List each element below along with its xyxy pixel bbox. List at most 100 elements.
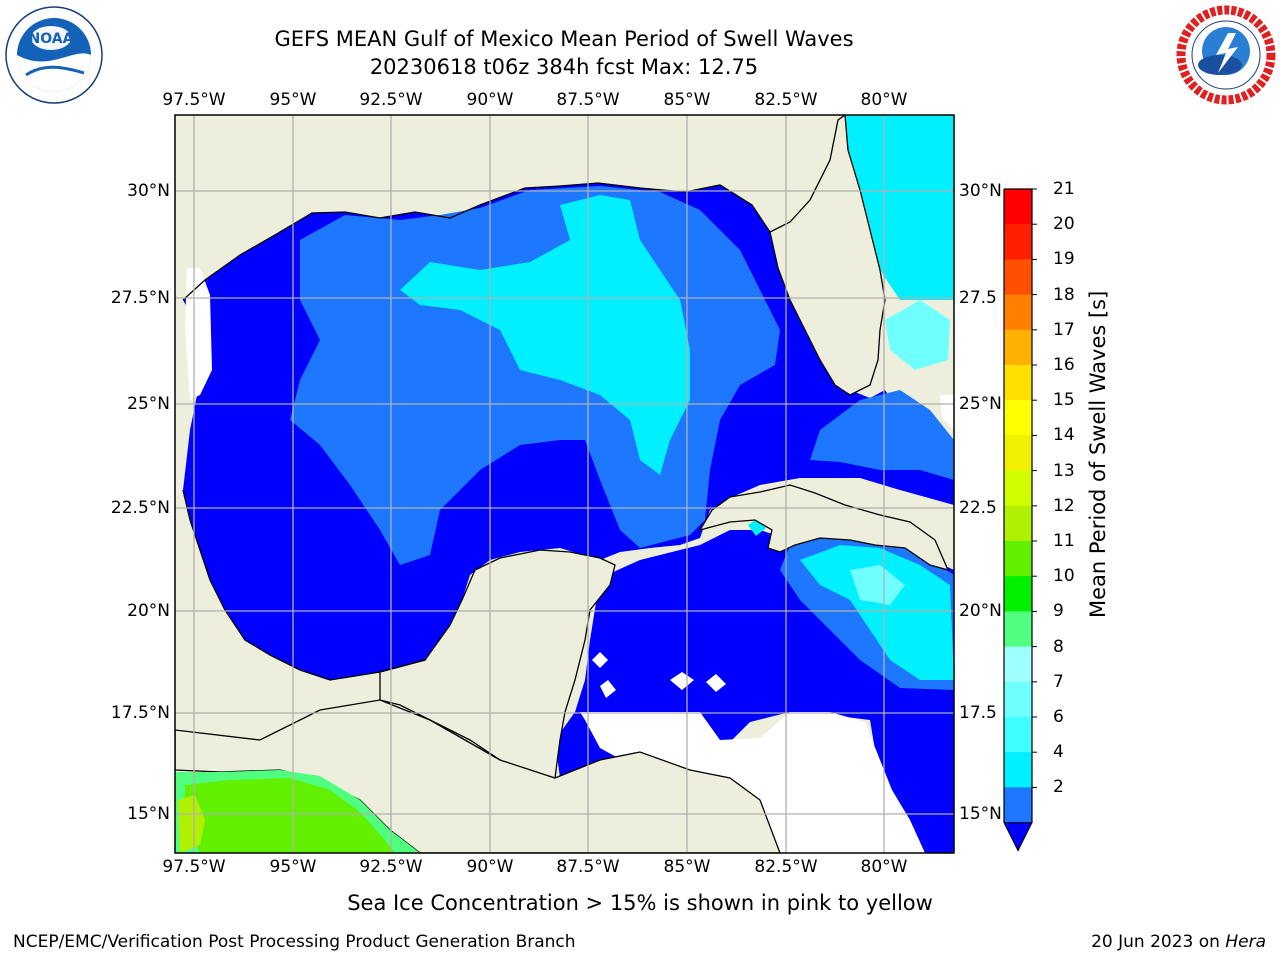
colorbar-segment [1004,505,1032,542]
chart-title: GEFS MEAN Gulf of Mexico Mean Period of … [274,27,854,51]
colorbar-segment [1004,435,1032,472]
cuba-land [698,484,950,571]
no-data-patch [580,712,925,853]
lon-label-bottom: 95°W [269,857,317,877]
lon-label-top: 85°W [663,90,711,110]
no-data-patch [706,674,726,692]
colorbar-tick-label: 2 [1053,777,1064,798]
colorbar-tick-label: 13 [1053,460,1075,481]
graticule [175,115,954,853]
colorbar-tick-label: 12 [1053,495,1075,516]
lat-label-left: 15°N [127,804,170,824]
lon-label-top: 97.5°W [162,90,226,110]
colorbar-segment [1004,294,1032,331]
footer-date-text: 20 Jun 2023 on [1091,932,1226,952]
colorbar-segment [1004,717,1032,753]
colorbar-tick-label: 17 [1053,319,1075,340]
lat-label-left: 25°N [127,394,170,414]
florida-land [769,115,886,396]
mexico-coastline [182,489,426,681]
lon-label-top: 90°W [466,90,514,110]
colorbar-segment [1004,365,1032,401]
sea-ice-note: Sea Ice Concentration > 15% is shown in … [347,891,933,915]
lon-label-bottom: 92.5°W [359,857,423,877]
lon-label-bottom: 90°W [466,857,514,877]
atlantic-cyan [845,115,954,300]
lat-label-left: 30°N [127,181,170,201]
colorbar-tick-label: 9 [1053,601,1064,622]
colorbar-label: Mean Period of Swell Waves [s] [1086,290,1110,618]
atlantic-light-cyan [885,300,950,370]
colorbar-extend-arrow [1003,822,1033,852]
colorbar-segment [1004,752,1032,788]
lon-label-bottom: 80°W [860,857,908,877]
lat-label-right: 15°N [959,804,1002,824]
lon-label-top: 80°W [860,90,908,110]
colorbar-segment [1004,329,1032,366]
lat-label-left: 20°N [127,601,170,621]
no-data-patch [600,680,616,698]
yucatan-land [379,549,616,781]
colorbar-tick-label: 10 [1053,566,1075,587]
lat-label-right: 22.5 [959,498,997,518]
chart-subtitle: 20230618 t06z 384h fcst Max: 12.75 [369,55,759,79]
colorbar-tick-label: 4 [1053,742,1064,763]
colorbar-segment [1004,541,1032,577]
caribbean-light-cyan [850,565,905,605]
colorbar-tick-label: 11 [1053,531,1075,551]
no-data-patch [670,672,694,690]
map-frame [174,114,955,854]
footer-credit: NCEP/EMC/Verification Post Processing Pr… [13,932,576,952]
lat-label-right: 27.5 [959,288,997,308]
lon-label-bottom: 87.5°W [556,857,620,877]
pacific-green-inner [185,778,395,853]
lat-label-right: 20°N [959,601,1002,621]
lat-label-right: 17.5 [959,703,997,723]
lon-label-bottom: 85°W [663,857,711,877]
lat-label-left: 22.5°N [110,498,170,518]
lat-label-right: 25°N [959,394,1002,414]
colorbar-segment [1004,611,1032,648]
lat-label-left: 27.5°N [110,288,170,308]
colorbar-segment [1004,470,1032,507]
lon-label-top: 95°W [269,90,317,110]
colorbar-segment [1004,400,1032,436]
colorbar-tick-label: 19 [1053,249,1075,270]
colorbar-segment [1004,681,1032,718]
lon-label-bottom: 82.5°W [754,857,818,877]
lat-label-left: 17.5°N [110,703,170,723]
gulf-cyan [400,195,690,475]
colorbar-tick-label: 16 [1053,355,1075,375]
lon-label-bottom: 97.5°W [162,857,226,877]
noaa-logo-text: NOAA [29,31,74,47]
colorbar-tick-label: 7 [1053,671,1064,692]
no-data-patch [592,652,608,668]
footer-host: Hera [1225,932,1266,952]
lon-label-top: 92.5°W [359,90,423,110]
colorbar-tick-label: 14 [1053,425,1075,446]
nws-logo [1176,5,1276,105]
colorbar-tick-label: 15 [1053,390,1075,411]
footer-date: 20 Jun 2023 on Hera [1091,932,1266,952]
colorbar-tick-label: 8 [1053,636,1064,657]
colorbar [1003,188,1037,852]
colorbar-segment [1004,189,1032,225]
colorbar-tick-label: 21 [1053,179,1075,199]
lat-label-right: 30°N [959,181,1002,201]
lon-label-top: 82.5°W [754,90,818,110]
colorbar-tick-label: 18 [1053,284,1075,305]
colorbar-segment [1004,259,1032,296]
colorbar-segment [1004,646,1032,683]
lon-label-top: 87.5°W [556,90,620,110]
colorbar-tick-label: 20 [1053,214,1075,235]
no-data-patch [185,268,212,400]
colorbar-segment [1004,224,1032,260]
caribbean-cyan [800,545,954,680]
pacific-yellowgreen [178,795,205,853]
noaa-logo: NOAA [4,5,104,105]
colorbar-segment [1004,576,1032,612]
colorbar-segment [1004,787,1032,824]
florida-strait-mid-blue [810,390,954,480]
colorbar-tick-label: 6 [1053,707,1064,727]
